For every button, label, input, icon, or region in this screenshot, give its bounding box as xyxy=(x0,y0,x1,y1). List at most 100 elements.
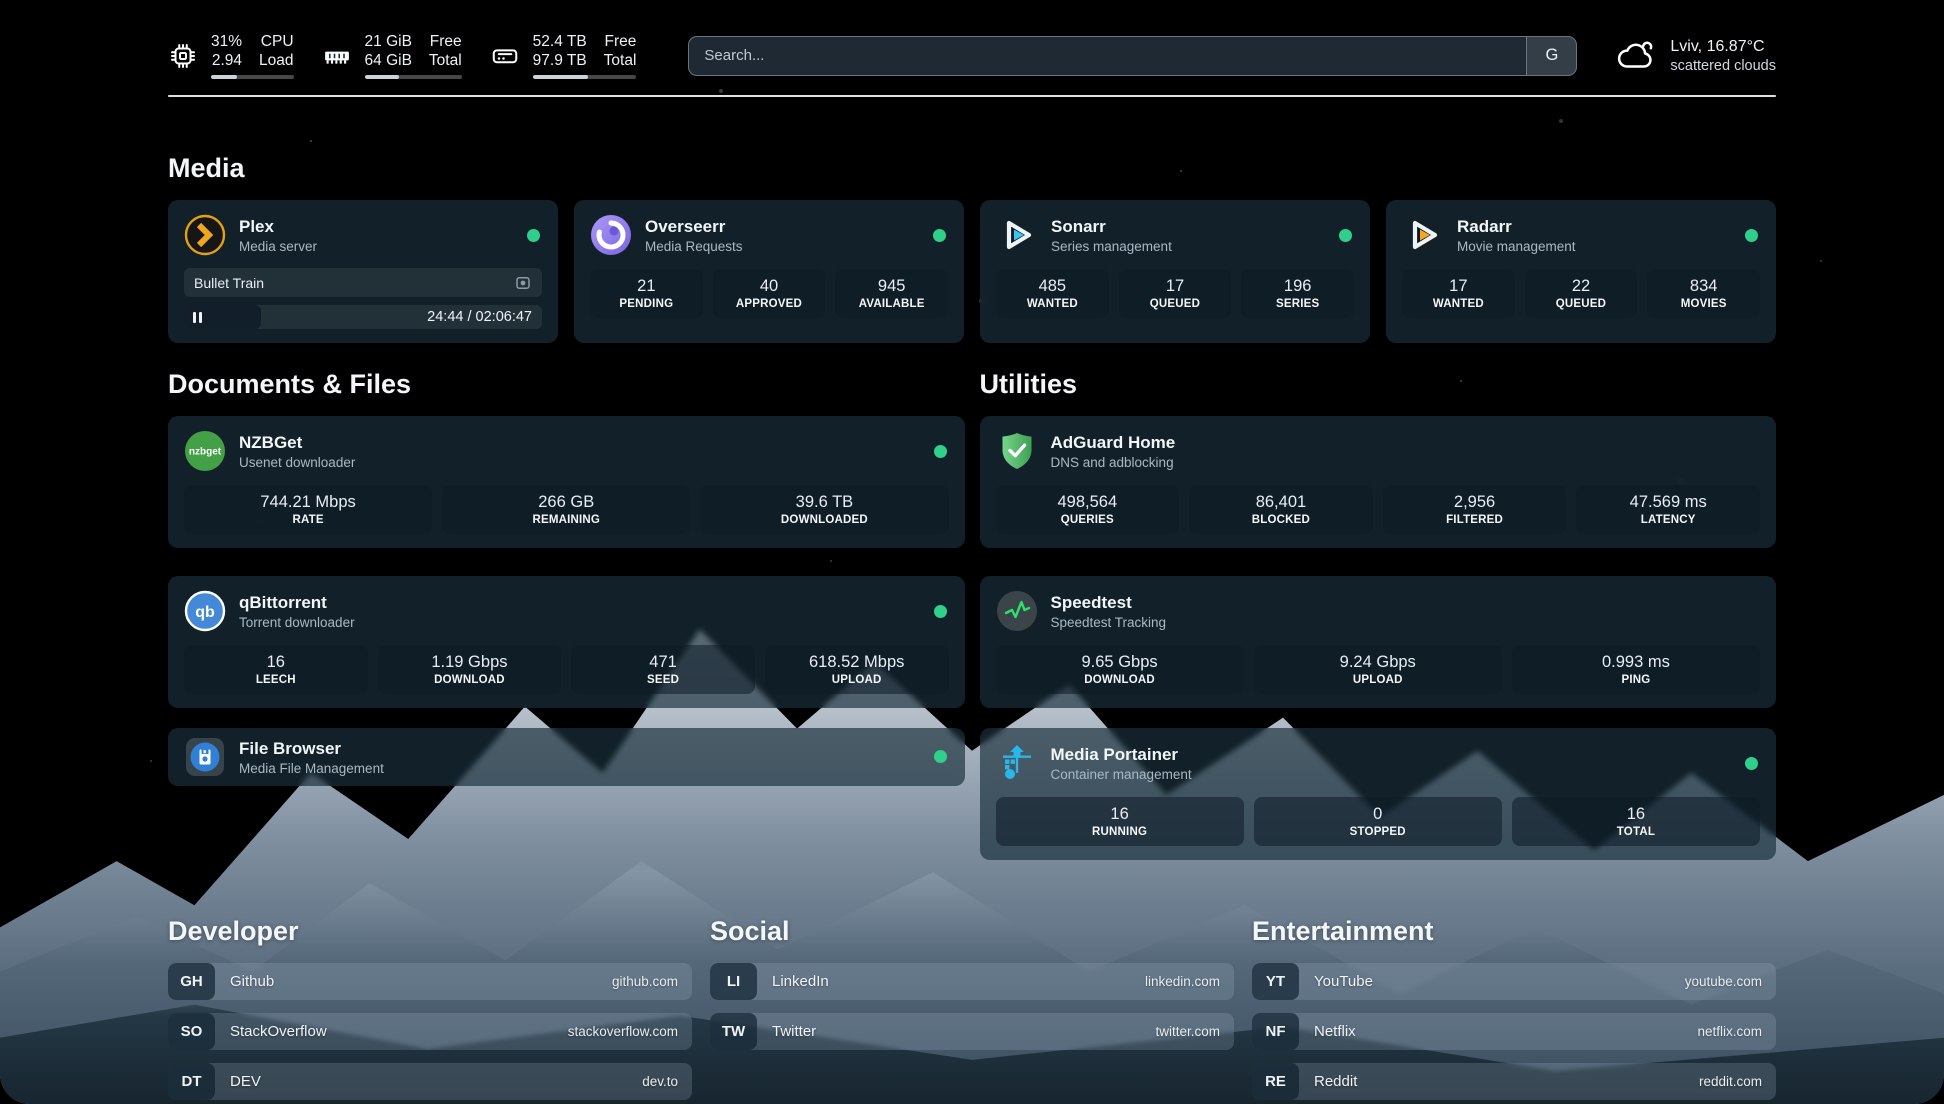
stat-label: DOWNLOADED xyxy=(780,514,868,526)
cast-icon[interactable] xyxy=(514,274,532,292)
section-heading-social: Social xyxy=(710,916,790,946)
cloud-icon xyxy=(1615,38,1657,74)
status-dot xyxy=(527,229,540,242)
topbar-divider xyxy=(168,95,1776,97)
bookmark-row[interactable]: NF Netflix netflix.com xyxy=(1252,1013,1776,1050)
svg-text:nzbget: nzbget xyxy=(189,447,222,458)
disk-progress-fill xyxy=(532,75,588,79)
disk-icon xyxy=(490,41,520,71)
bookmark-url: linkedin.com xyxy=(1144,974,1220,989)
status-dot xyxy=(1745,757,1758,770)
bookmark-name: Reddit xyxy=(1314,1073,1358,1090)
stat-box: 0 STOPPED xyxy=(1253,797,1502,846)
stat-label: QUEUED xyxy=(1149,298,1201,310)
weather-widget: Lviv, 16.87°C scattered clouds xyxy=(1615,38,1776,74)
stat-label: SERIES xyxy=(1275,298,1320,310)
stat-label: TOTAL xyxy=(1616,826,1656,838)
service-card-portainer[interactable]: Media Portainer Container management 16 R… xyxy=(979,728,1776,860)
service-card-speedtest[interactable]: Speedtest Speedtest Tracking 9.65 Gbps DO… xyxy=(979,576,1776,708)
section-heading-developer: Developer xyxy=(168,916,299,946)
bookmark-row[interactable]: GH Github github.com xyxy=(168,963,692,1000)
service-title: Radarr xyxy=(1457,217,1512,236)
service-card-radarr[interactable]: Radarr Movie management 17 WANTED 22 QUEUED… xyxy=(1386,200,1776,343)
speedtest-icon xyxy=(996,590,1038,632)
service-card-filebrowser[interactable]: File Browser Media File Management xyxy=(168,728,965,786)
plex-now-playing-title: Bullet Train xyxy=(194,274,265,291)
bookmark-row[interactable]: DT DEV dev.to xyxy=(168,1063,692,1100)
bookmark-row[interactable]: TW Twitter twitter.com xyxy=(710,1013,1234,1050)
plex-progress-bar[interactable]: 24:44 / 02:06:47 xyxy=(184,305,542,329)
stat-box: 39.6 TB DOWNLOADED xyxy=(700,485,949,534)
bookmark-url: reddit.com xyxy=(1698,1074,1762,1089)
stat-label: RUNNING xyxy=(1092,826,1148,838)
stat-box: 744.21 Mbps RATE xyxy=(184,485,433,534)
service-subtitle: Torrent downloader xyxy=(239,615,355,630)
service-subtitle: Media File Management xyxy=(239,761,384,776)
disk-total-value: 97.9 TB xyxy=(532,52,587,69)
plex-time: 24:44 / 02:06:47 xyxy=(427,309,532,325)
cpu-icon xyxy=(168,41,198,71)
bookmark-abbr: GH xyxy=(168,963,215,1000)
stat-label: PING xyxy=(1621,674,1651,686)
stat-label: MOVIES xyxy=(1680,298,1727,310)
stat-value: 9.24 Gbps xyxy=(1339,653,1416,671)
bookmark-name: LinkedIn xyxy=(772,973,829,990)
search-input[interactable] xyxy=(689,47,1527,64)
service-card-qbittorrent[interactable]: qb qBittorrent Torrent downloader 16 LEEC… xyxy=(168,576,965,708)
bookmark-row[interactable]: SO StackOverflow stackoverflow.com xyxy=(168,1013,692,1050)
service-card-plex[interactable]: Plex Media server Bullet Train xyxy=(168,200,558,343)
cpu-progress-track xyxy=(211,75,294,79)
memory-total-label: Total xyxy=(428,52,462,69)
stat-value: 40 xyxy=(759,277,779,295)
bookmark-row[interactable]: LI LinkedIn linkedin.com xyxy=(710,963,1234,1000)
stat-box: 618.52 Mbps UPLOAD xyxy=(764,645,949,694)
stat-value: 498,564 xyxy=(1057,493,1118,511)
service-subtitle: Usenet downloader xyxy=(239,455,356,470)
filebrowser-icon xyxy=(184,736,226,778)
service-card-adguard[interactable]: AdGuard Home DNS and adblocking 498,564 Q… xyxy=(979,416,1776,548)
bookmark-group-entertainment: Entertainment YT YouTube youtube.com NF Netf… xyxy=(1252,916,1776,1104)
bookmark-abbr: YT xyxy=(1252,963,1299,1000)
service-card-nzbget[interactable]: nzbget NZBGet Usenet downloader 744.21 M… xyxy=(168,416,965,548)
memory-progress-track xyxy=(364,75,462,79)
bookmark-url: stackoverflow.com xyxy=(567,1024,678,1039)
cpu-usage-label: CPU xyxy=(260,33,294,50)
bookmark-row[interactable]: YT YouTube youtube.com xyxy=(1252,963,1776,1000)
stat-box: 196 SERIES xyxy=(1241,269,1354,318)
stat-box: 834 MOVIES xyxy=(1647,269,1760,318)
service-card-sonarr[interactable]: Sonarr Series management 485 WANTED 17 QUEU… xyxy=(980,200,1370,343)
service-title: Overseerr xyxy=(645,217,726,236)
service-card-overseerr[interactable]: Overseerr Media Requests 21 PENDING 40 APPR… xyxy=(574,200,964,343)
stat-label: WANTED xyxy=(1432,298,1484,310)
cpu-load-label: Load xyxy=(259,52,294,69)
bookmark-abbr: SO xyxy=(168,1013,215,1050)
stat-value: 471 xyxy=(649,653,677,671)
stat-label: APPROVED xyxy=(735,298,803,310)
section-heading-entertainment: Entertainment xyxy=(1252,916,1434,946)
stat-label: LATENCY xyxy=(1640,514,1696,526)
stat-box: 2,956 FILTERED xyxy=(1382,485,1567,534)
stat-label: DOWNLOAD xyxy=(1084,674,1155,686)
bookmark-group-developer: Developer GH Github github.com SO StackOverf… xyxy=(168,916,692,1104)
stat-label: BLOCKED xyxy=(1251,514,1311,526)
status-dot xyxy=(1745,229,1758,242)
stat-label: PENDING xyxy=(619,298,674,310)
cpu-load-value: 2.94 xyxy=(211,52,243,69)
top-bar: 31% 2.94 CPU Load xyxy=(168,0,1776,79)
qbittorrent-icon: qb xyxy=(184,590,226,632)
search-provider-button[interactable]: G xyxy=(1526,36,1577,75)
stat-label: DOWNLOAD xyxy=(434,674,505,686)
stat-value: 39.6 TB xyxy=(795,493,854,511)
stat-value: 16 xyxy=(1626,805,1646,823)
weather-location-temp: Lviv, 16.87°C xyxy=(1670,37,1765,55)
service-title: qBittorrent xyxy=(239,593,327,612)
stat-value: 1.19 Gbps xyxy=(431,653,508,671)
bookmark-row[interactable]: RE Reddit reddit.com xyxy=(1252,1063,1776,1100)
stat-value: 0.993 ms xyxy=(1601,653,1670,671)
bookmark-name: StackOverflow xyxy=(230,1023,327,1040)
service-title: Speedtest xyxy=(1050,593,1132,612)
stat-label: LEECH xyxy=(255,674,296,686)
section-heading-documents: Documents & Files xyxy=(168,369,412,399)
stat-box: 21 PENDING xyxy=(590,269,703,318)
